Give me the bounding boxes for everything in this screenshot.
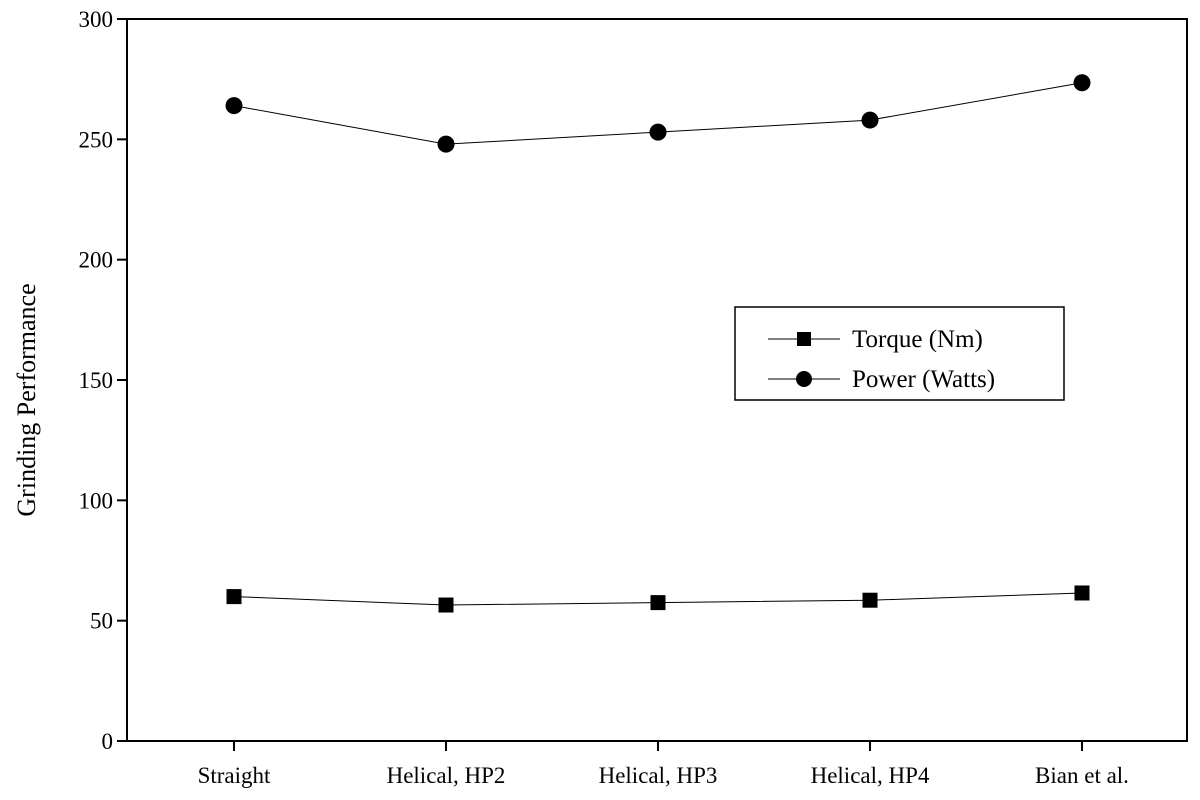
data-point-power xyxy=(861,111,879,129)
data-point-power xyxy=(1073,74,1091,92)
series-torque xyxy=(226,585,1090,613)
y-tick-label: 100 xyxy=(79,488,114,513)
y-tick-label: 50 xyxy=(90,609,113,634)
data-point-torque xyxy=(1074,585,1090,601)
y-axis: 0 50 100 150 200 250 300 xyxy=(79,7,127,754)
x-tick-label: Straight xyxy=(198,763,271,788)
legend: Torque (Nm) Power (Watts) xyxy=(734,306,1065,401)
data-point-torque xyxy=(862,592,878,608)
x-tick-label: Helical, HP3 xyxy=(599,763,718,788)
data-point-torque xyxy=(226,589,242,605)
data-point-power xyxy=(437,135,455,153)
x-axis: Straight Helical, HP2 Helical, HP3 Helical,… xyxy=(198,741,1129,788)
y-axis-title: Grinding Performance xyxy=(12,283,41,516)
y-tick-label: 150 xyxy=(79,368,114,393)
y-tick-label: 0 xyxy=(102,729,114,754)
legend-marker-power xyxy=(796,371,812,387)
x-tick-label: Helical, HP4 xyxy=(811,763,930,788)
data-point-power xyxy=(649,123,667,141)
x-tick-label: Helical, HP2 xyxy=(387,763,506,788)
legend-label-torque: Torque (Nm) xyxy=(852,326,983,353)
series-power xyxy=(225,74,1091,153)
data-point-torque xyxy=(438,597,454,613)
legend-box xyxy=(734,306,1065,401)
data-point-torque xyxy=(650,595,666,611)
legend-label-power: Power (Watts) xyxy=(852,366,995,393)
y-tick-label: 300 xyxy=(79,7,114,32)
y-tick-label: 250 xyxy=(79,127,114,152)
data-point-power xyxy=(225,97,243,115)
series-layer xyxy=(225,74,1091,613)
x-tick-label: Bian et al. xyxy=(1035,763,1129,788)
legend-marker-torque xyxy=(797,332,811,346)
y-tick-label: 200 xyxy=(79,248,114,273)
